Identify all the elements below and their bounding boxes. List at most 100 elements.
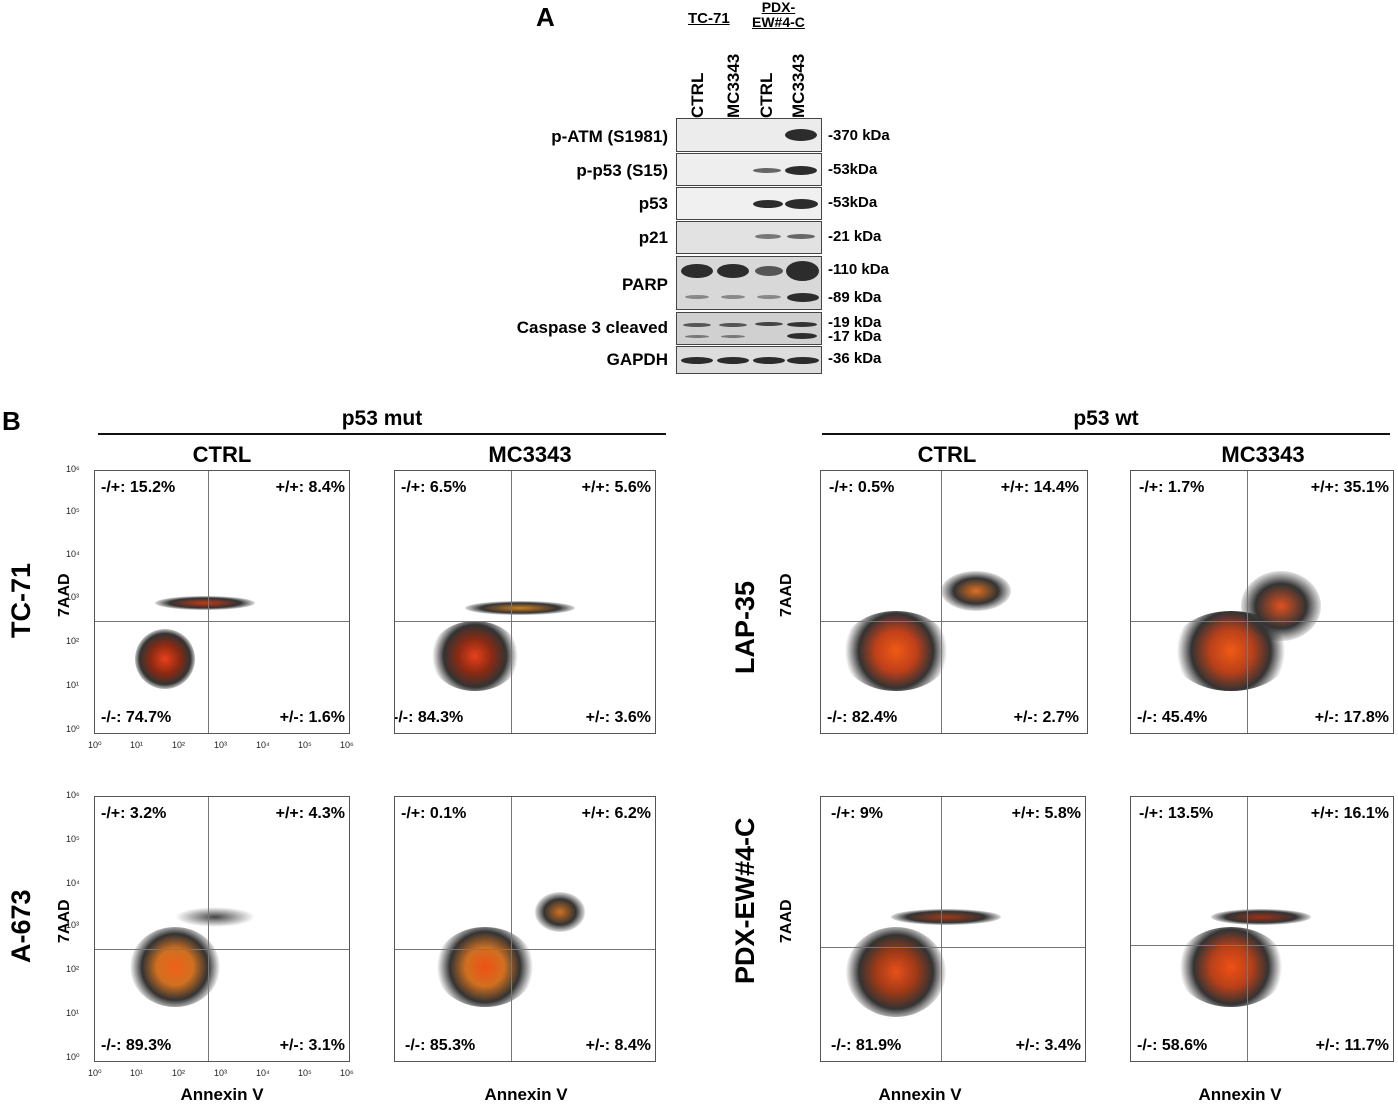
xtick-a-4: 10⁴ xyxy=(256,740,270,750)
xlabel-2: Annexin V xyxy=(484,1085,568,1104)
cell-line-label-tc71: TC-71 xyxy=(6,562,36,638)
group-tc71-label: TC-71 xyxy=(688,10,730,27)
flow-plot-pdx-ctrl: -/+: 9% +/+: 5.8% -/-: 81.9% +/-: 3.4% xyxy=(820,796,1086,1062)
group-header-wt: p53 wt xyxy=(1073,407,1139,430)
quad-ur: +/+: 5.8% xyxy=(1011,805,1081,822)
lane-label-2: MC3343 xyxy=(724,53,743,118)
ytick-a-1: 10⁵ xyxy=(66,506,80,516)
quad-ur: +/+: 5.6% xyxy=(581,479,651,496)
quad-ll: -/-: 84.3% xyxy=(394,709,464,726)
kda-label-parp-110: -110 kDa xyxy=(828,261,889,278)
protein-label-pp53: p-p53 (S15) xyxy=(576,161,668,180)
ytick-a-4: 10² xyxy=(66,636,80,646)
kda-label-casp-17: -17 kDa xyxy=(828,328,882,345)
flow-plot-pdx-mc3343: -/+: 13.5% +/+: 16.1% -/-: 58.6% +/-: 11… xyxy=(1130,796,1394,1062)
xtick-a-3: 10³ xyxy=(214,740,228,750)
quad-ll: -/-: 45.4% xyxy=(1137,709,1208,726)
kda-label-patm: -370 kDa xyxy=(828,127,890,144)
lane-label-1: CTRL xyxy=(688,72,707,118)
xtick-b-1: 10¹ xyxy=(130,1068,144,1078)
quad-ur: +/+: 14.4% xyxy=(1000,479,1079,496)
cond-header-mc-wt: MC3343 xyxy=(1221,442,1305,467)
group-rule-mut xyxy=(98,433,666,435)
flow-plot-lap35-mc3343: -/+: 1.7% +/+: 35.1% -/-: 45.4% +/-: 17.… xyxy=(1130,470,1394,734)
quad-ul: -/+: 3.2% xyxy=(101,805,167,822)
lane-label-4: MC3343 xyxy=(789,53,808,118)
quad-lr: +/-: 3.4% xyxy=(1015,1037,1081,1054)
quad-ul: -/+: 0.1% xyxy=(401,805,467,822)
flow-plot-a673-mc3343: -/+: 0.1% +/+: 6.2% -/-: 85.3% +/-: 8.4% xyxy=(394,796,656,1062)
group-rule-wt xyxy=(822,433,1390,435)
xtick-b-3: 10³ xyxy=(214,1068,228,1078)
ytick-b-0: 10⁶ xyxy=(66,790,80,800)
quad-lr: +/-: 1.6% xyxy=(279,709,345,726)
quad-ul: -/+: 1.7% xyxy=(1139,479,1205,496)
ylabel-pdx: 7AAD xyxy=(778,899,795,943)
xtick-b-2: 10² xyxy=(172,1068,186,1078)
ytick-a-0: 10⁶ xyxy=(66,464,80,474)
xtick-a-5: 10⁵ xyxy=(298,740,312,750)
kda-label-p53: -53kDa xyxy=(828,194,878,211)
protein-label-p53: p53 xyxy=(638,194,668,213)
xlabel-4: Annexin V xyxy=(1198,1085,1282,1104)
xtick-b-0: 10⁰ xyxy=(88,1068,102,1078)
quad-ll: -/-: 82.4% xyxy=(827,709,898,726)
flow-plot-a673-ctrl: -/+: 3.2% +/+: 4.3% -/-: 89.3% +/-: 3.1% xyxy=(94,796,350,1062)
xtick-b-4: 10⁴ xyxy=(256,1068,270,1078)
quad-ur: +/+: 4.3% xyxy=(275,805,345,822)
kda-label-p21: -21 kDa xyxy=(828,228,882,245)
group-header-mut: p53 mut xyxy=(341,407,423,430)
ytick-b-4: 10² xyxy=(66,964,80,974)
quad-ul: -/+: 15.2% xyxy=(101,479,176,496)
ytick-b-2: 10⁴ xyxy=(66,878,80,888)
blot-caspase3 xyxy=(676,312,822,345)
quad-ul: -/+: 0.5% xyxy=(829,479,895,496)
ytick-b-6: 10⁰ xyxy=(66,1052,80,1062)
quad-ll: -/-: 58.6% xyxy=(1137,1037,1208,1054)
cond-header-ctrl-mut: CTRL xyxy=(192,442,252,467)
quad-ur: +/+: 8.4% xyxy=(275,479,345,496)
protein-label-gapdh: GAPDH xyxy=(606,350,668,369)
quad-ur: +/+: 6.2% xyxy=(581,805,651,822)
xtick-b-5: 10⁵ xyxy=(298,1068,312,1078)
ytick-b-5: 10¹ xyxy=(66,1008,80,1018)
xlabel-1: Annexin V xyxy=(180,1085,264,1104)
blot-parp xyxy=(676,256,822,310)
quad-ll: -/-: 81.9% xyxy=(831,1037,902,1054)
ytick-b-1: 10⁵ xyxy=(66,834,80,844)
ytick-a-6: 10⁰ xyxy=(66,724,80,734)
quad-ul: -/+: 9% xyxy=(831,805,884,822)
cond-header-ctrl-wt: CTRL xyxy=(917,442,977,467)
xlabel-3: Annexin V xyxy=(878,1085,962,1104)
cell-line-label-lap35: LAP-35 xyxy=(730,580,760,674)
quad-ll: -/-: 89.3% xyxy=(101,1037,172,1054)
panel-b-letter: B xyxy=(2,406,21,436)
group-pdx-label: PDX- EW#4-C xyxy=(752,0,805,30)
cond-header-mc-mut: MC3343 xyxy=(488,442,572,467)
kda-label-parp-89: -89 kDa xyxy=(828,289,882,306)
protein-label-patm: p-ATM (S1981) xyxy=(551,127,668,146)
protein-label-caspase3: Caspase 3 cleaved xyxy=(516,318,668,337)
ytick-a-5: 10¹ xyxy=(66,680,80,690)
quad-lr: +/-: 3.1% xyxy=(279,1037,345,1054)
quad-lr: +/-: 17.8% xyxy=(1314,709,1389,726)
quad-ur: +/+: 35.1% xyxy=(1310,479,1389,496)
ytick-a-3: 10³ xyxy=(66,592,80,602)
quad-ll: -/-: 85.3% xyxy=(405,1037,476,1054)
flow-plot-lap35-ctrl: -/+: 0.5% +/+: 14.4% -/-: 82.4% +/-: 2.7… xyxy=(820,470,1088,734)
kda-label-pp53: -53kDa xyxy=(828,161,878,178)
ytick-a-2: 10⁴ xyxy=(66,549,80,559)
quad-ul: -/+: 13.5% xyxy=(1139,805,1214,822)
blot-p53 xyxy=(676,187,822,220)
flow-plot-tc71-mc3343: -/+: 6.5% +/+: 5.6% -/-: 84.3% +/-: 3.6% xyxy=(394,470,656,734)
kda-label-casp-19: -19 kDa xyxy=(828,314,882,331)
quad-lr: +/-: 3.6% xyxy=(585,709,651,726)
xtick-b-6: 10⁶ xyxy=(340,1068,354,1078)
quad-ll: -/-: 74.7% xyxy=(101,709,172,726)
xtick-a-2: 10² xyxy=(172,740,186,750)
xtick-a-0: 10⁰ xyxy=(88,740,102,750)
xtick-a-1: 10¹ xyxy=(130,740,144,750)
cell-line-label-pdx: PDX-EW#4-C xyxy=(730,817,760,984)
panel-a-letter: A xyxy=(536,2,555,32)
